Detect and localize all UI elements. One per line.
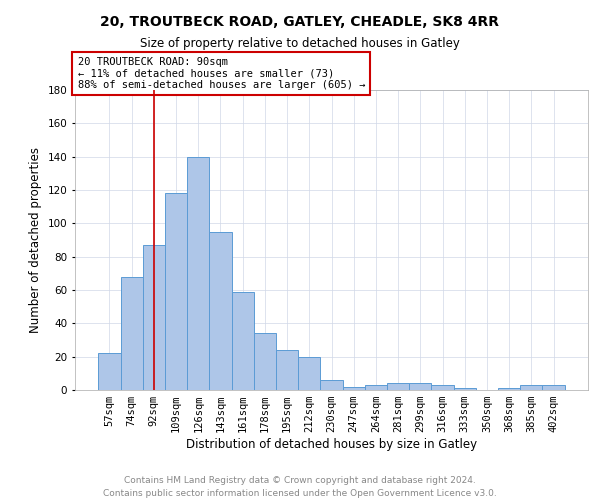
Bar — [232, 292, 254, 390]
Bar — [343, 386, 365, 390]
Bar — [187, 156, 209, 390]
Bar — [365, 385, 387, 390]
Text: 20 TROUTBECK ROAD: 90sqm
← 11% of detached houses are smaller (73)
88% of semi-d: 20 TROUTBECK ROAD: 90sqm ← 11% of detach… — [77, 57, 365, 90]
Text: Size of property relative to detached houses in Gatley: Size of property relative to detached ho… — [140, 38, 460, 51]
Bar — [276, 350, 298, 390]
Bar — [254, 334, 276, 390]
Bar — [387, 384, 409, 390]
Bar — [165, 194, 187, 390]
X-axis label: Distribution of detached houses by size in Gatley: Distribution of detached houses by size … — [186, 438, 477, 451]
Bar — [520, 385, 542, 390]
Bar — [298, 356, 320, 390]
Bar — [498, 388, 520, 390]
Bar — [454, 388, 476, 390]
Bar — [121, 276, 143, 390]
Bar — [542, 385, 565, 390]
Bar — [209, 232, 232, 390]
Bar — [143, 245, 165, 390]
Text: Contains HM Land Registry data © Crown copyright and database right 2024.
Contai: Contains HM Land Registry data © Crown c… — [103, 476, 497, 498]
Bar — [98, 354, 121, 390]
Bar — [409, 384, 431, 390]
Text: 20, TROUTBECK ROAD, GATLEY, CHEADLE, SK8 4RR: 20, TROUTBECK ROAD, GATLEY, CHEADLE, SK8… — [101, 15, 499, 29]
Bar — [320, 380, 343, 390]
Y-axis label: Number of detached properties: Number of detached properties — [29, 147, 42, 333]
Bar — [431, 385, 454, 390]
